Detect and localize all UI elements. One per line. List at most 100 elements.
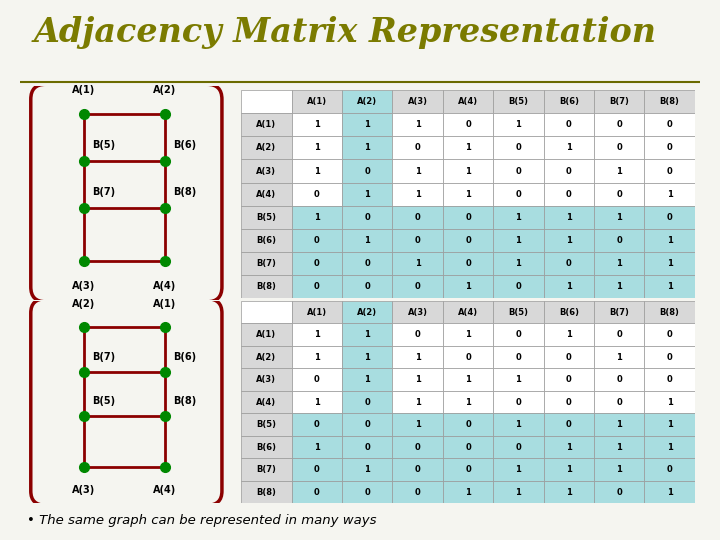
Bar <box>241 323 292 346</box>
Text: 0: 0 <box>667 465 672 474</box>
Bar <box>644 113 695 137</box>
Text: 0: 0 <box>667 330 672 339</box>
Text: B(6): B(6) <box>256 443 276 451</box>
Text: 1: 1 <box>364 465 370 474</box>
Bar <box>342 458 392 481</box>
Bar <box>292 368 342 391</box>
Text: 1: 1 <box>667 488 672 497</box>
Bar <box>392 137 443 159</box>
Bar <box>241 137 292 159</box>
Bar <box>443 113 493 137</box>
Bar <box>644 481 695 503</box>
Bar <box>392 275 443 298</box>
Text: 1: 1 <box>616 465 622 474</box>
Text: 1: 1 <box>566 330 572 339</box>
Text: 1: 1 <box>667 397 672 407</box>
Bar <box>493 206 544 229</box>
Bar <box>594 90 644 113</box>
Bar <box>241 301 292 323</box>
Text: 1: 1 <box>465 488 471 497</box>
Bar <box>443 137 493 159</box>
Bar <box>241 159 292 183</box>
Text: 1: 1 <box>616 213 622 222</box>
Text: 1: 1 <box>667 420 672 429</box>
Bar <box>342 252 392 275</box>
Bar <box>392 323 443 346</box>
Text: 1: 1 <box>616 443 622 451</box>
Text: 1: 1 <box>364 144 370 152</box>
Text: 0: 0 <box>465 213 471 222</box>
Text: A(2): A(2) <box>357 308 377 316</box>
Text: 0: 0 <box>566 353 572 362</box>
Text: 0: 0 <box>616 330 622 339</box>
Bar <box>292 481 342 503</box>
Text: 1: 1 <box>364 190 370 199</box>
Text: 1: 1 <box>314 213 320 222</box>
Text: 0: 0 <box>415 488 420 497</box>
Bar <box>493 90 544 113</box>
Bar <box>544 275 594 298</box>
Text: 0: 0 <box>616 375 622 384</box>
Text: B(8): B(8) <box>256 488 276 497</box>
Text: 0: 0 <box>465 236 471 245</box>
Text: A(4): A(4) <box>458 97 478 106</box>
Bar <box>443 206 493 229</box>
Text: 0: 0 <box>616 236 622 245</box>
Bar <box>443 481 493 503</box>
Text: B(7): B(7) <box>609 97 629 106</box>
Bar <box>644 229 695 252</box>
Text: 0: 0 <box>364 443 370 451</box>
Bar <box>342 413 392 436</box>
Bar <box>392 183 443 206</box>
Text: 1: 1 <box>616 259 622 268</box>
Text: 0: 0 <box>314 236 320 245</box>
Text: 1: 1 <box>415 420 420 429</box>
Bar <box>342 159 392 183</box>
Text: 1: 1 <box>415 397 420 407</box>
Text: 1: 1 <box>364 330 370 339</box>
Text: 0: 0 <box>415 213 420 222</box>
Text: 0: 0 <box>465 420 471 429</box>
Bar <box>493 183 544 206</box>
Text: 0: 0 <box>364 488 370 497</box>
Text: A(2): A(2) <box>357 97 377 106</box>
Text: B(5): B(5) <box>256 213 276 222</box>
Text: 0: 0 <box>415 465 420 474</box>
Text: 1: 1 <box>667 236 672 245</box>
Text: A(3): A(3) <box>256 375 276 384</box>
Text: 0: 0 <box>314 465 320 474</box>
Bar <box>443 159 493 183</box>
Text: 1: 1 <box>516 488 521 497</box>
Bar <box>493 346 544 368</box>
Bar <box>292 183 342 206</box>
Bar <box>241 368 292 391</box>
Bar <box>241 436 292 458</box>
Bar <box>241 183 292 206</box>
Text: 1: 1 <box>566 488 572 497</box>
Text: 1: 1 <box>314 353 320 362</box>
Text: 0: 0 <box>364 259 370 268</box>
Bar <box>443 301 493 323</box>
Text: A(1): A(1) <box>256 330 276 339</box>
Bar <box>392 391 443 413</box>
Bar <box>241 346 292 368</box>
Bar <box>342 301 392 323</box>
Text: 1: 1 <box>415 190 420 199</box>
Text: 1: 1 <box>516 465 521 474</box>
Text: A(2): A(2) <box>72 299 96 309</box>
Bar <box>544 252 594 275</box>
Text: 0: 0 <box>314 375 320 384</box>
Text: 0: 0 <box>465 465 471 474</box>
Text: B(5): B(5) <box>92 396 115 406</box>
Bar <box>594 413 644 436</box>
Bar <box>544 183 594 206</box>
Text: 0: 0 <box>667 166 672 176</box>
Text: • The same graph can be represented in many ways: • The same graph can be represented in m… <box>27 514 377 527</box>
Bar <box>342 206 392 229</box>
Text: 0: 0 <box>364 282 370 291</box>
Text: A(3): A(3) <box>72 485 96 495</box>
Bar <box>392 413 443 436</box>
Bar <box>342 368 392 391</box>
Bar <box>594 275 644 298</box>
Text: 0: 0 <box>566 397 572 407</box>
